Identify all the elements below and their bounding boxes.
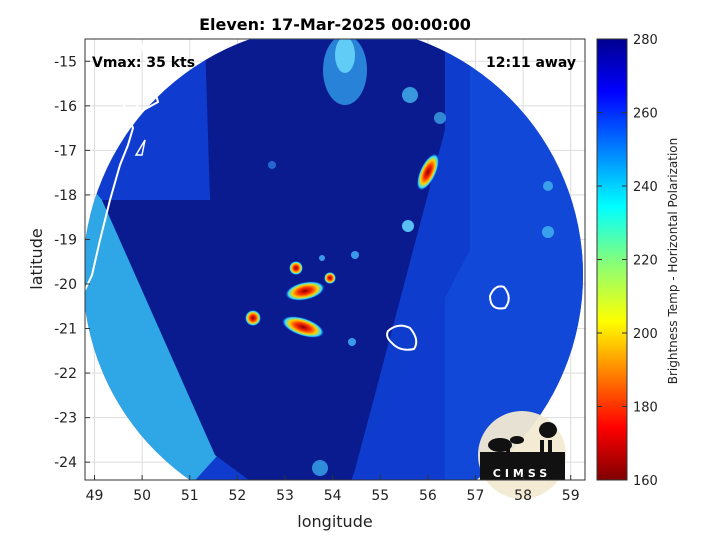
x-tick-label: 49 [86,488,104,504]
y-axis-label: latitude [27,228,46,289]
colorbar-tick-label: 280 [633,33,658,48]
colorbar-tick-label: 160 [633,474,658,489]
x-tick-label: 59 [562,488,580,504]
brightness-temperature-field [85,39,583,480]
colorbar-ticks: 280 260 240 220 200 180 160 [597,33,658,489]
chart-title: Eleven: 17-Mar-2025 00:00:00 [199,15,471,34]
y-tick-label: -15 [54,54,77,70]
y-axis-ticks: -15 -16 -17 -18 -19 -20 -21 -22 -23 -24 [54,54,90,471]
y-tick-label: -19 [54,232,77,248]
x-tick-label: 56 [419,488,437,504]
y-tick-label: -21 [54,322,77,338]
colorbar-tick-label: 240 [633,180,658,195]
y-tick-label: -23 [54,411,77,427]
y-tick-label: -16 [54,99,77,115]
y-tick-label: -24 [54,455,77,471]
x-tick-label: 55 [371,488,389,504]
x-tick-label: 57 [467,488,485,504]
vmax-annotation: Vmax: 35 kts [92,55,195,71]
colorbar-tick-label: 260 [633,107,658,122]
plot-frame [84,38,586,481]
x-axis-label: longitude [297,512,372,531]
x-tick-label: 53 [276,488,294,504]
distance-annotation: 12:11 away [486,55,576,71]
colorbar-tick-label: 200 [633,327,658,342]
colorbar-tick-label: 220 [633,254,658,269]
svg-text:CIMSS: CIMSS [493,467,551,480]
island-mauritius [488,285,510,310]
cimss-logo: CIMSS [478,411,566,499]
y-tick-label: -17 [54,143,77,159]
x-tick-label: 58 [514,488,532,504]
x-tick-label: 50 [133,488,151,504]
y-tick-label: -22 [54,366,77,382]
x-tick-label: 51 [181,488,199,504]
x-tick-label: 54 [324,488,342,504]
swath-cold-band [102,40,445,480]
island-reunion [386,324,418,351]
y-tick-label: -18 [54,188,77,204]
y-tick-label: -20 [54,277,77,293]
colorbar-tick-label: 180 [633,401,658,416]
coastline [85,39,160,291]
x-tick-label: 52 [228,488,246,504]
colorbar-label: Brightness Temp - Horizontal Polarizatio… [666,138,680,385]
x-axis-ticks: 49 50 51 52 53 54 55 56 57 58 59 [86,475,580,504]
